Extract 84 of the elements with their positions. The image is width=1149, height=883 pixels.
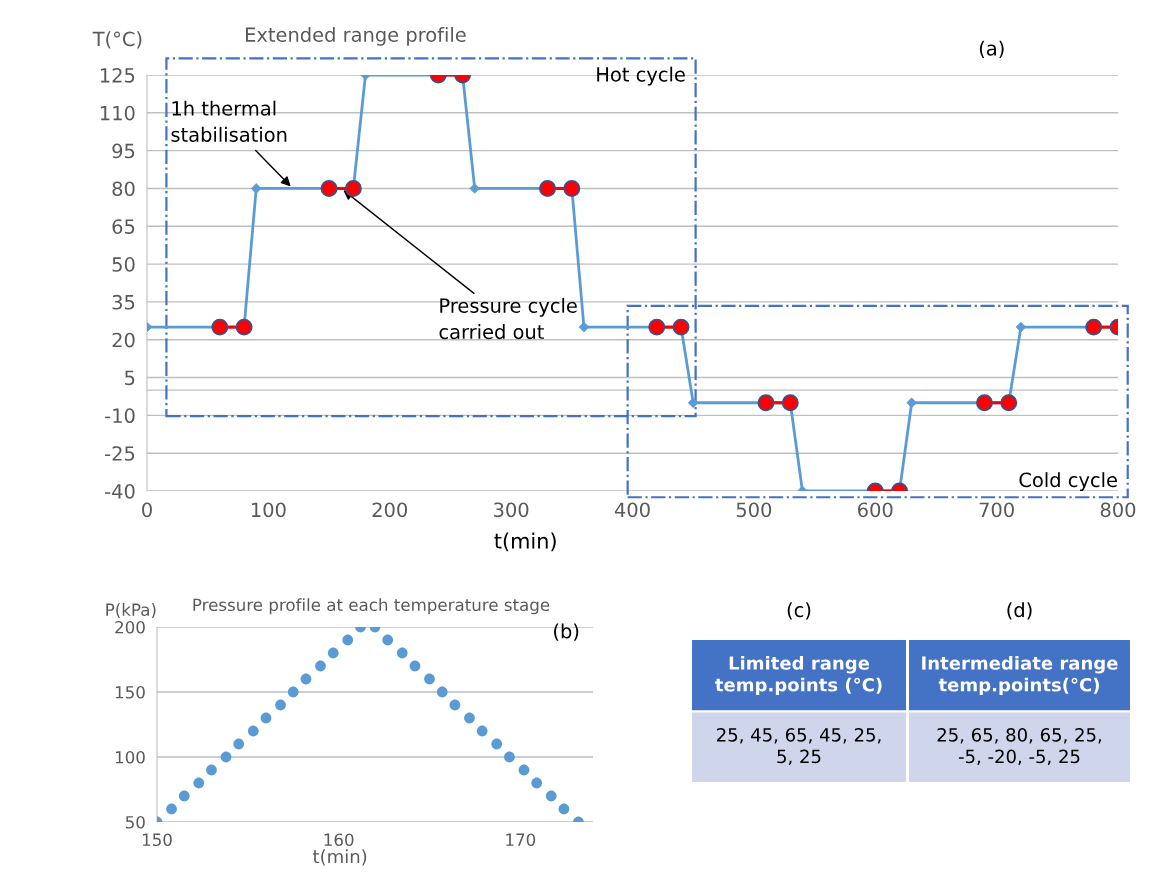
point <box>539 179 557 197</box>
point <box>342 634 354 646</box>
text: Intermediate range temp.points(°C) <box>922 655 1118 696</box>
point <box>436 686 448 698</box>
point <box>449 699 461 711</box>
text: 25, 65, 80, 65, 25, -5, -20, -5, 25 <box>937 728 1101 766</box>
annotation: Pressure cycle carried out <box>439 297 577 340</box>
point <box>275 699 286 711</box>
x-tick-label: 0 <box>142 502 152 518</box>
y-tick-label: 150 <box>115 685 145 699</box>
point <box>757 394 775 412</box>
point <box>327 647 339 659</box>
text: (d) <box>1007 602 1032 620</box>
point <box>211 318 229 336</box>
point <box>491 738 503 750</box>
point <box>558 803 570 815</box>
point <box>193 777 205 789</box>
y-axis-title: T(°C) <box>92 31 142 49</box>
text: (a) <box>979 40 1004 58</box>
y-tick-label: -10 <box>105 408 135 424</box>
y-tick-label: 100 <box>115 750 145 764</box>
x-tick-label: 400 <box>614 502 650 518</box>
y-tick-label: 200 <box>115 620 145 634</box>
point <box>178 790 190 802</box>
point <box>464 712 475 724</box>
text: (c) <box>787 602 811 620</box>
x-tick-label: 150 <box>142 833 172 847</box>
point <box>260 712 272 724</box>
point <box>320 179 338 197</box>
text: Limited range temp.points (°C) <box>715 655 882 696</box>
annotation: Cold cycle <box>1019 472 1117 491</box>
y-tick-label: 20 <box>112 332 135 348</box>
y-tick-label: 110 <box>100 105 135 121</box>
point <box>409 660 421 672</box>
point <box>166 803 177 815</box>
point <box>531 777 543 789</box>
point <box>247 725 259 737</box>
point <box>206 764 217 776</box>
point <box>424 673 435 685</box>
point <box>233 738 245 750</box>
x-tick-label: 600 <box>858 502 893 518</box>
point <box>504 751 515 763</box>
y-tick-label: -25 <box>105 446 135 461</box>
annotation: 1h thermal stabilisation <box>171 100 287 142</box>
x-tick-label: 160 <box>324 833 354 847</box>
text: 25, 45, 65, 45, 25, 5, 25 <box>717 728 881 766</box>
point <box>518 764 530 776</box>
y-tick-label: 80 <box>112 181 135 197</box>
x-axis-title: t(min) <box>313 849 367 866</box>
x-tick-label: 200 <box>372 502 408 518</box>
point <box>976 394 993 412</box>
y-tick-label: 65 <box>112 219 135 234</box>
x-tick-label: 170 <box>506 833 536 847</box>
chart-title: Extended range profile <box>246 26 466 46</box>
point <box>315 660 326 672</box>
point <box>1000 394 1018 412</box>
y-tick-label: 50 <box>125 815 145 829</box>
y-tick-label: 95 <box>112 143 135 159</box>
point <box>476 725 488 737</box>
point <box>220 751 232 763</box>
y-axis-title: P(kPa) <box>106 603 156 618</box>
point <box>563 179 581 197</box>
x-tick-label: 700 <box>979 502 1014 518</box>
annotation: (b) <box>554 623 579 641</box>
y-tick-label: 35 <box>112 294 135 310</box>
y-tick-label: 125 <box>100 67 135 83</box>
x-tick-label: 300 <box>494 502 529 518</box>
point <box>545 790 557 802</box>
point <box>287 686 299 698</box>
point <box>648 318 666 336</box>
x-axis-title: t(min) <box>494 532 556 552</box>
x-tick-label: 800 <box>1100 502 1136 518</box>
y-tick-label: 50 <box>112 257 135 272</box>
point <box>382 634 394 646</box>
point <box>300 673 312 685</box>
chart-title: Pressure profile at each temperature stage <box>193 598 550 615</box>
x-tick-label: 100 <box>251 502 286 518</box>
annotation: Hot cycle <box>597 66 685 86</box>
point <box>344 179 362 197</box>
x-tick-label: 500 <box>736 502 772 518</box>
y-tick-label: -40 <box>105 483 135 499</box>
point <box>396 647 408 659</box>
point <box>781 394 799 412</box>
y-tick-label: 5 <box>125 370 135 386</box>
